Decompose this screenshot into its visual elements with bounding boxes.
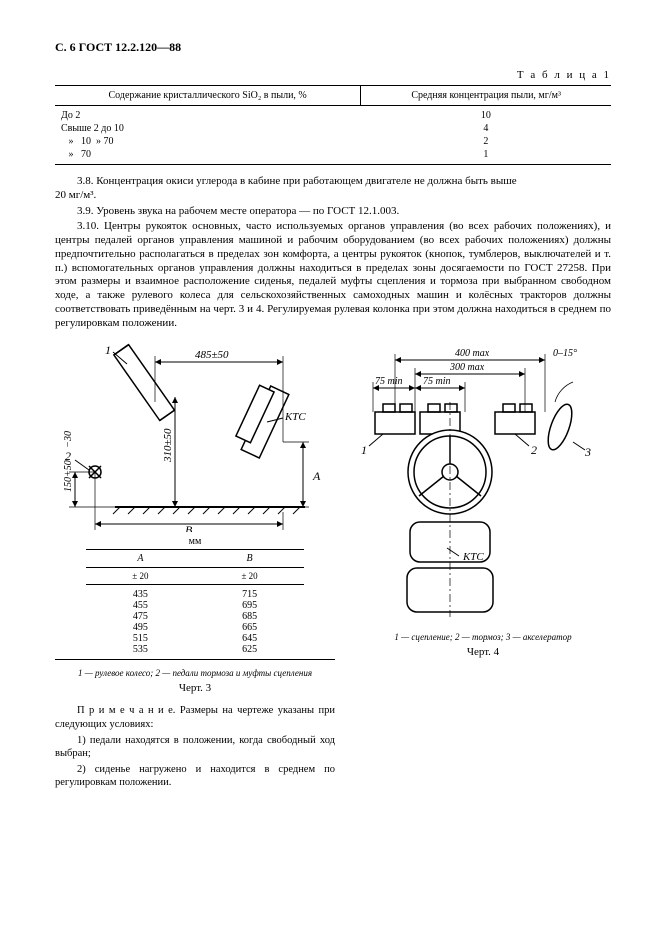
dr4b: 645 bbox=[195, 633, 304, 644]
svg-text:1: 1 bbox=[105, 343, 111, 357]
dims-colA: A bbox=[86, 550, 195, 568]
para-3-8: 3.8. Концентрация окиси углерода в кабин… bbox=[55, 175, 611, 189]
svg-text:КТС: КТС bbox=[462, 551, 484, 563]
dr3b: 665 bbox=[195, 622, 304, 633]
svg-text:3: 3 bbox=[584, 445, 591, 459]
t1r2c0: » 10 » 70 bbox=[55, 135, 361, 148]
table-1-caption: Т а б л и ц а 1 bbox=[55, 69, 611, 81]
svg-text:2: 2 bbox=[531, 443, 537, 457]
t1r0c0: До 2 bbox=[55, 106, 361, 123]
svg-text:310±50: 310±50 bbox=[162, 428, 174, 463]
page-header: С. 6 ГОСТ 12.2.120—88 bbox=[55, 40, 611, 55]
t1r1c0: Свыше 2 до 10 bbox=[55, 122, 361, 135]
dr2a: 475 bbox=[86, 611, 195, 622]
dr1a: 455 bbox=[86, 600, 195, 611]
fig3-caption: Черт. 3 bbox=[55, 682, 335, 694]
dr2b: 685 bbox=[195, 611, 304, 622]
fig3-legend: 1 — рулевое колесо; 2 — педали тормоза и… bbox=[55, 668, 335, 678]
svg-text:75 min: 75 min bbox=[423, 376, 451, 387]
para-3-8b: 20 мг/м³. bbox=[55, 189, 611, 203]
t1r0c1: 10 bbox=[361, 106, 611, 123]
para-3-10: 3.10. Центры рукояток основных, часто ис… bbox=[55, 220, 611, 330]
note-2: 2) сиденье нагружено и находится в средн… bbox=[55, 763, 335, 790]
table1-col1-header: Содержание кристаллического SiO₂ в пыли,… bbox=[55, 86, 361, 106]
svg-text:75 min: 75 min bbox=[375, 376, 403, 387]
svg-text:485±50: 485±50 bbox=[195, 349, 229, 361]
t1r1c1: 4 bbox=[361, 122, 611, 135]
dr3a: 495 bbox=[86, 622, 195, 633]
dims-tolA: ± 20 bbox=[86, 568, 195, 585]
dr4a: 515 bbox=[86, 633, 195, 644]
dr5a: 535 bbox=[86, 644, 195, 655]
svg-text:400 max: 400 max bbox=[455, 348, 490, 359]
svg-text:0–15°: 0–15° bbox=[553, 348, 577, 359]
svg-text:300 max: 300 max bbox=[449, 362, 485, 373]
dr5b: 625 bbox=[195, 644, 304, 655]
dims-colB: B bbox=[195, 550, 304, 568]
para-3-9: 3.9. Уровень звука на рабочем месте опер… bbox=[55, 205, 611, 219]
dr0b: 715 bbox=[195, 585, 304, 601]
figure-3: 1 КТС bbox=[55, 342, 335, 532]
t1r3c1: 1 bbox=[361, 148, 611, 164]
dims-tolB: ± 20 bbox=[195, 568, 304, 585]
note-1: 1) педали находятся в положении, когда с… bbox=[55, 734, 335, 761]
svg-text:КТС: КТС bbox=[284, 411, 306, 423]
fig4-caption: Черт. 4 bbox=[355, 646, 611, 658]
t1r2c1: 2 bbox=[361, 135, 611, 148]
figure-4: 400 max 300 max 75 min 75 min bbox=[355, 342, 611, 622]
fig4-legend: 1 — сцепление; 2 — тормоз; 3 — акселерат… bbox=[355, 632, 611, 642]
fig3-dims-table: A B ± 20 ± 20 435715 455695 475685 49566… bbox=[86, 549, 304, 655]
svg-text:B: B bbox=[185, 523, 193, 532]
fig3-unit: мм bbox=[55, 536, 335, 547]
table-1: Содержание кристаллического SiO₂ в пыли,… bbox=[55, 85, 611, 164]
svg-text:1: 1 bbox=[361, 443, 367, 457]
note-head: П р и м е ч а н и е. Размеры на чертеже … bbox=[55, 704, 335, 731]
table1-col2-header: Средняя концентрация пыли, мг/м³ bbox=[361, 86, 611, 106]
svg-text:A: A bbox=[312, 469, 321, 483]
dr1b: 695 bbox=[195, 600, 304, 611]
t1r3c0: » 70 bbox=[55, 148, 361, 164]
dr0a: 435 bbox=[86, 585, 195, 601]
svg-text:150+50 −30: 150+50 −30 bbox=[63, 431, 74, 492]
